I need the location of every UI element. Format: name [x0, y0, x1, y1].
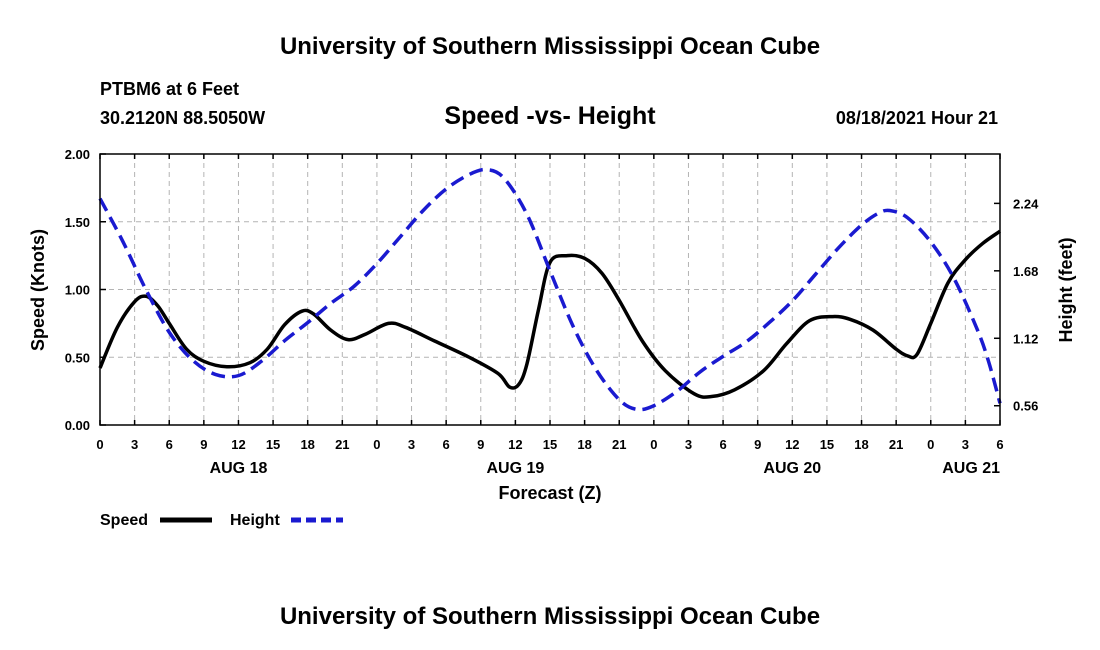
- chart-title: Speed -vs- Height: [444, 102, 656, 130]
- y2-tick-label: 1.12: [1013, 331, 1038, 346]
- x-tick-label: 0: [373, 437, 380, 452]
- x-tick-label: 9: [200, 437, 207, 452]
- x-tick-label: 6: [443, 437, 450, 452]
- y-axis-label: Speed (Knots): [28, 229, 48, 351]
- x-tick-label: 0: [96, 437, 103, 452]
- timestamp-label: 08/18/2021 Hour 21: [836, 108, 998, 128]
- y-tick-label: 0.00: [65, 418, 90, 433]
- y2-tick-label: 1.68: [1013, 264, 1038, 279]
- x-tick-label: 12: [231, 437, 245, 452]
- x-tick-label: 3: [685, 437, 692, 452]
- x-tick-label: 18: [854, 437, 868, 452]
- x-tick-label: 21: [612, 437, 626, 452]
- station-label: PTBM6 at 6 Feet: [100, 79, 239, 99]
- x-tick-label: 15: [266, 437, 280, 452]
- x-tick-label: 12: [508, 437, 522, 452]
- x-tick-label: 12: [785, 437, 799, 452]
- y-tick-label: 2.00: [65, 147, 90, 162]
- y2-axis-label: Height (feet): [1056, 238, 1076, 343]
- x-tick-label: 0: [650, 437, 657, 452]
- y-tick-label: 1.50: [65, 215, 90, 230]
- x-tick-label: 9: [477, 437, 484, 452]
- grid-lines: [100, 154, 1000, 425]
- y-tick-label: 1.00: [65, 283, 90, 298]
- legend: Speed Height: [100, 512, 343, 529]
- location-label: 30.2120N 88.5050W: [100, 108, 265, 128]
- series-line-height: [98, 167, 1002, 412]
- x-tick-label: 18: [300, 437, 314, 452]
- y2-tick-label: 0.56: [1013, 399, 1038, 414]
- day-label: AUG 18: [210, 460, 268, 477]
- x-tick-label: 15: [820, 437, 834, 452]
- x-tick-label: 3: [962, 437, 969, 452]
- x-axis-label: Forecast (Z): [498, 483, 601, 503]
- day-label: AUG 21: [942, 460, 1000, 477]
- x-tick-label: 6: [166, 437, 173, 452]
- legend-height-label: Height: [230, 512, 280, 529]
- x-tick-label: 6: [996, 437, 1003, 452]
- x-tick-label: 9: [754, 437, 761, 452]
- legend-speed-label: Speed: [100, 512, 148, 529]
- x-tick-label: 18: [577, 437, 591, 452]
- y2-tick-label: 2.24: [1013, 196, 1039, 211]
- axis-ticks: 0 3 6 9 12 15 18 21 0 3 6 9 12 15 18 21 0 3 6 9 12 15 18 21 0 3 6 0…: [65, 147, 1039, 477]
- x-tick-label: 21: [889, 437, 903, 452]
- x-tick-label: 0: [927, 437, 934, 452]
- x-tick-label: 3: [131, 437, 138, 452]
- day-label: AUG 19: [486, 460, 544, 477]
- chart-footer-title: University of Southern Mississippi Ocean…: [280, 603, 820, 630]
- series-layer: [98, 167, 1002, 412]
- y-tick-label: 0.50: [65, 350, 90, 365]
- x-tick-label: 21: [335, 437, 349, 452]
- x-tick-label: 3: [408, 437, 415, 452]
- chart-header-title: University of Southern Mississippi Ocean…: [280, 33, 820, 60]
- x-tick-label: 15: [543, 437, 557, 452]
- x-tick-label: 6: [719, 437, 726, 452]
- day-label: AUG 20: [763, 460, 821, 477]
- series-line-speed: [98, 229, 1002, 399]
